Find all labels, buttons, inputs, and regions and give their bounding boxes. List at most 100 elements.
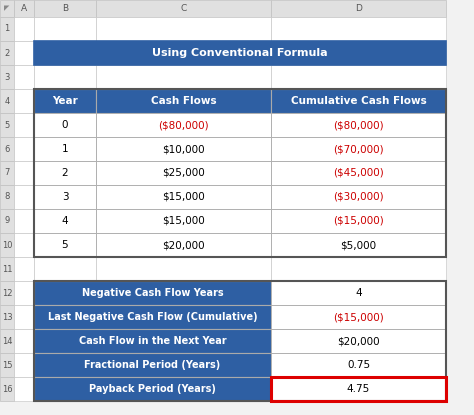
Text: B: B xyxy=(62,4,68,13)
Text: 6: 6 xyxy=(4,144,9,154)
Bar xyxy=(0,257,14,281)
Text: $20,000: $20,000 xyxy=(337,336,380,346)
Bar xyxy=(0,0,14,17)
Bar xyxy=(34,233,96,257)
Bar xyxy=(34,89,446,257)
Text: 14: 14 xyxy=(2,337,12,346)
Bar xyxy=(14,41,34,65)
Bar xyxy=(96,137,271,161)
Bar xyxy=(34,89,96,113)
Bar xyxy=(34,65,96,89)
Bar xyxy=(34,281,96,305)
Bar xyxy=(14,377,34,401)
Bar xyxy=(14,233,34,257)
Bar xyxy=(0,89,14,113)
Text: 0.75: 0.75 xyxy=(347,360,370,370)
Text: ($80,000): ($80,000) xyxy=(158,120,209,130)
Bar xyxy=(96,209,271,233)
Bar xyxy=(34,113,96,137)
Bar xyxy=(96,185,271,209)
Text: 16: 16 xyxy=(2,385,12,393)
Text: $15,000: $15,000 xyxy=(162,192,205,202)
Text: 3: 3 xyxy=(62,192,68,202)
Bar xyxy=(96,65,271,89)
Text: 7: 7 xyxy=(4,168,9,178)
Text: 1: 1 xyxy=(4,24,9,34)
Text: 3: 3 xyxy=(4,73,9,81)
Bar xyxy=(271,377,446,401)
Bar xyxy=(271,137,446,161)
Text: Cash Flow in the Next Year: Cash Flow in the Next Year xyxy=(79,336,226,346)
Text: $5,000: $5,000 xyxy=(340,240,376,250)
Text: A: A xyxy=(21,4,27,13)
Bar xyxy=(34,353,96,377)
Bar xyxy=(271,161,446,185)
Bar xyxy=(271,89,446,113)
Text: $15,000: $15,000 xyxy=(162,216,205,226)
Text: 13: 13 xyxy=(2,312,12,322)
Bar xyxy=(34,41,446,65)
Text: C: C xyxy=(181,4,187,13)
Bar xyxy=(34,137,96,161)
Bar xyxy=(34,353,271,377)
Bar xyxy=(34,185,96,209)
Bar xyxy=(34,377,96,401)
Bar xyxy=(34,257,96,281)
Bar xyxy=(271,209,446,233)
Bar xyxy=(0,377,14,401)
Bar xyxy=(271,329,446,353)
Text: 4: 4 xyxy=(4,97,9,105)
Bar xyxy=(14,0,34,17)
Bar xyxy=(34,209,96,233)
Bar xyxy=(34,113,96,137)
Bar xyxy=(96,209,271,233)
Text: 2: 2 xyxy=(62,168,68,178)
Bar xyxy=(271,185,446,209)
Bar xyxy=(34,329,96,353)
Text: 10: 10 xyxy=(2,241,12,249)
Text: 12: 12 xyxy=(2,288,12,298)
Bar xyxy=(271,233,446,257)
Bar xyxy=(96,377,271,401)
Bar xyxy=(34,0,96,17)
Bar xyxy=(271,161,446,185)
Bar xyxy=(271,113,446,137)
Bar xyxy=(271,281,446,305)
Text: Year: Year xyxy=(52,96,78,106)
Bar xyxy=(34,377,271,401)
Bar xyxy=(271,41,446,65)
Bar xyxy=(14,89,34,113)
Text: Cumulative Cash Flows: Cumulative Cash Flows xyxy=(291,96,427,106)
Bar xyxy=(271,137,446,161)
Bar xyxy=(14,257,34,281)
Text: 11: 11 xyxy=(2,264,12,273)
Bar xyxy=(271,353,446,377)
Text: ◤: ◤ xyxy=(4,5,9,12)
Bar xyxy=(34,161,96,185)
Text: $25,000: $25,000 xyxy=(162,168,205,178)
Text: ($80,000): ($80,000) xyxy=(333,120,384,130)
Bar xyxy=(34,305,271,329)
Bar xyxy=(14,65,34,89)
Text: ($30,000): ($30,000) xyxy=(333,192,384,202)
Text: 4.75: 4.75 xyxy=(347,384,370,394)
Bar xyxy=(0,209,14,233)
Bar xyxy=(271,257,446,281)
Bar xyxy=(96,89,271,113)
Bar xyxy=(34,281,446,401)
Text: ($70,000): ($70,000) xyxy=(333,144,384,154)
Bar xyxy=(14,281,34,305)
Bar xyxy=(0,41,14,65)
Bar xyxy=(271,329,446,353)
Bar xyxy=(271,233,446,257)
Text: 9: 9 xyxy=(4,217,9,225)
Bar xyxy=(0,329,14,353)
Bar xyxy=(34,185,96,209)
Bar xyxy=(96,185,271,209)
Bar xyxy=(96,305,271,329)
Bar xyxy=(96,113,271,137)
Bar xyxy=(271,65,446,89)
Bar xyxy=(0,161,14,185)
Bar xyxy=(0,113,14,137)
Bar xyxy=(0,137,14,161)
